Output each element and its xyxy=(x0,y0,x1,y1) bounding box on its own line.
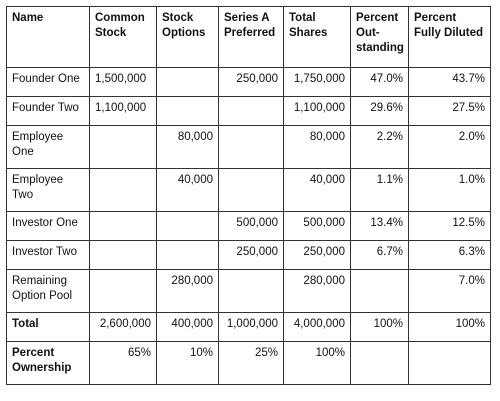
cell-total-shares: 1,100,000 xyxy=(283,96,351,126)
row-name: Employee Two xyxy=(6,168,90,212)
cell-common-stock: 65% xyxy=(89,341,157,385)
cell-common-stock: 2,600,000 xyxy=(89,312,157,342)
cell-total-shares: 80,000 xyxy=(283,125,351,169)
cell-stock-options xyxy=(156,67,219,97)
cell-total-shares: 250,000 xyxy=(283,240,351,270)
cell-total-shares: 40,000 xyxy=(283,168,351,212)
header-common-stock: Common Stock xyxy=(89,6,157,68)
cell-common-stock xyxy=(89,269,157,313)
cell-percent-outstanding: 6.7% xyxy=(350,240,409,270)
row-name: Founder One xyxy=(6,67,90,97)
cell-common-stock xyxy=(89,125,157,169)
table-row: Remaining Option Pool 280,000 280,000 7.… xyxy=(6,269,491,313)
header-name: Name xyxy=(6,6,90,68)
total-row: Total 2,600,000 400,000 1,000,000 4,000,… xyxy=(6,312,491,342)
table-row: Employee One 80,000 80,000 2.2% 2.0% xyxy=(6,125,491,169)
cell-stock-options xyxy=(156,211,219,241)
cell-series-a-preferred: 1,000,000 xyxy=(218,312,284,342)
table-row: Founder One 1,500,000 250,000 1,750,000 … xyxy=(6,67,491,97)
cell-common-stock: 1,500,000 xyxy=(89,67,157,97)
cell-common-stock xyxy=(89,168,157,212)
cell-percent-outstanding: 100% xyxy=(350,312,409,342)
cell-series-a-preferred: 250,000 xyxy=(218,240,284,270)
cell-total-shares: 500,000 xyxy=(283,211,351,241)
row-name: Investor Two xyxy=(6,240,90,270)
cell-percent-fully-diluted: 6.3% xyxy=(408,240,491,270)
header-stock-options: Stock Options xyxy=(156,6,219,68)
table-row: Investor Two 250,000 250,000 6.7% 6.3% xyxy=(6,240,491,270)
cell-percent-outstanding: 2.2% xyxy=(350,125,409,169)
cell-percent-outstanding: 29.6% xyxy=(350,96,409,126)
cell-series-a-preferred: 250,000 xyxy=(218,67,284,97)
cell-common-stock: 1,100,000 xyxy=(89,96,157,126)
table-row: Founder Two 1,100,000 1,100,000 29.6% 27… xyxy=(6,96,491,126)
cell-common-stock xyxy=(89,211,157,241)
header-row: Name Common Stock Stock Options Series A… xyxy=(6,6,491,68)
cell-percent-outstanding xyxy=(350,269,409,313)
row-name: Employee One xyxy=(6,125,90,169)
cell-percent-fully-diluted: 2.0% xyxy=(408,125,491,169)
table-row: Employee Two 40,000 40,000 1.1% 1.0% xyxy=(6,168,491,212)
cell-percent-outstanding: 13.4% xyxy=(350,211,409,241)
cell-stock-options: 40,000 xyxy=(156,168,219,212)
cell-stock-options: 400,000 xyxy=(156,312,219,342)
row-name: Founder Two xyxy=(6,96,90,126)
cell-percent-fully-diluted: 100% xyxy=(408,312,491,342)
header-percent-fully-diluted: Percent Fully Diluted xyxy=(408,6,491,68)
cell-percent-fully-diluted: 27.5% xyxy=(408,96,491,126)
percent-ownership-row: Percent Ownership 65% 10% 25% 100% xyxy=(6,341,491,385)
cell-series-a-preferred xyxy=(218,269,284,313)
cell-total-shares: 1,750,000 xyxy=(283,67,351,97)
cell-total-shares: 4,000,000 xyxy=(283,312,351,342)
table-row: Investor One 500,000 500,000 13.4% 12.5% xyxy=(6,211,491,241)
cell-percent-fully-diluted: 43.7% xyxy=(408,67,491,97)
cell-percent-outstanding: 1.1% xyxy=(350,168,409,212)
cell-percent-fully-diluted xyxy=(408,341,491,385)
header-series-a-preferred: Series A Preferred xyxy=(218,6,284,68)
cell-percent-outstanding: 47.0% xyxy=(350,67,409,97)
cell-series-a-preferred xyxy=(218,96,284,126)
row-name: Remaining Option Pool xyxy=(6,269,90,313)
header-percent-outstanding: Percent Out-standing xyxy=(350,6,409,68)
cell-stock-options: 10% xyxy=(156,341,219,385)
cell-percent-fully-diluted: 1.0% xyxy=(408,168,491,212)
cell-percent-outstanding xyxy=(350,341,409,385)
cell-stock-options xyxy=(156,96,219,126)
cell-percent-fully-diluted: 7.0% xyxy=(408,269,491,313)
cap-table-container: Name Common Stock Stock Options Series A… xyxy=(6,6,491,385)
cell-stock-options xyxy=(156,240,219,270)
cell-total-shares: 280,000 xyxy=(283,269,351,313)
row-name: Total xyxy=(6,312,90,342)
cell-common-stock xyxy=(89,240,157,270)
cap-table: Name Common Stock Stock Options Series A… xyxy=(6,6,491,385)
cell-series-a-preferred: 25% xyxy=(218,341,284,385)
cell-series-a-preferred: 500,000 xyxy=(218,211,284,241)
cell-series-a-preferred xyxy=(218,125,284,169)
cell-series-a-preferred xyxy=(218,168,284,212)
header-total-shares: Total Shares xyxy=(283,6,351,68)
cell-stock-options: 280,000 xyxy=(156,269,219,313)
row-name: Percent Ownership xyxy=(6,341,90,385)
cell-stock-options: 80,000 xyxy=(156,125,219,169)
cell-percent-fully-diluted: 12.5% xyxy=(408,211,491,241)
cell-total-shares: 100% xyxy=(283,341,351,385)
row-name: Investor One xyxy=(6,211,90,241)
